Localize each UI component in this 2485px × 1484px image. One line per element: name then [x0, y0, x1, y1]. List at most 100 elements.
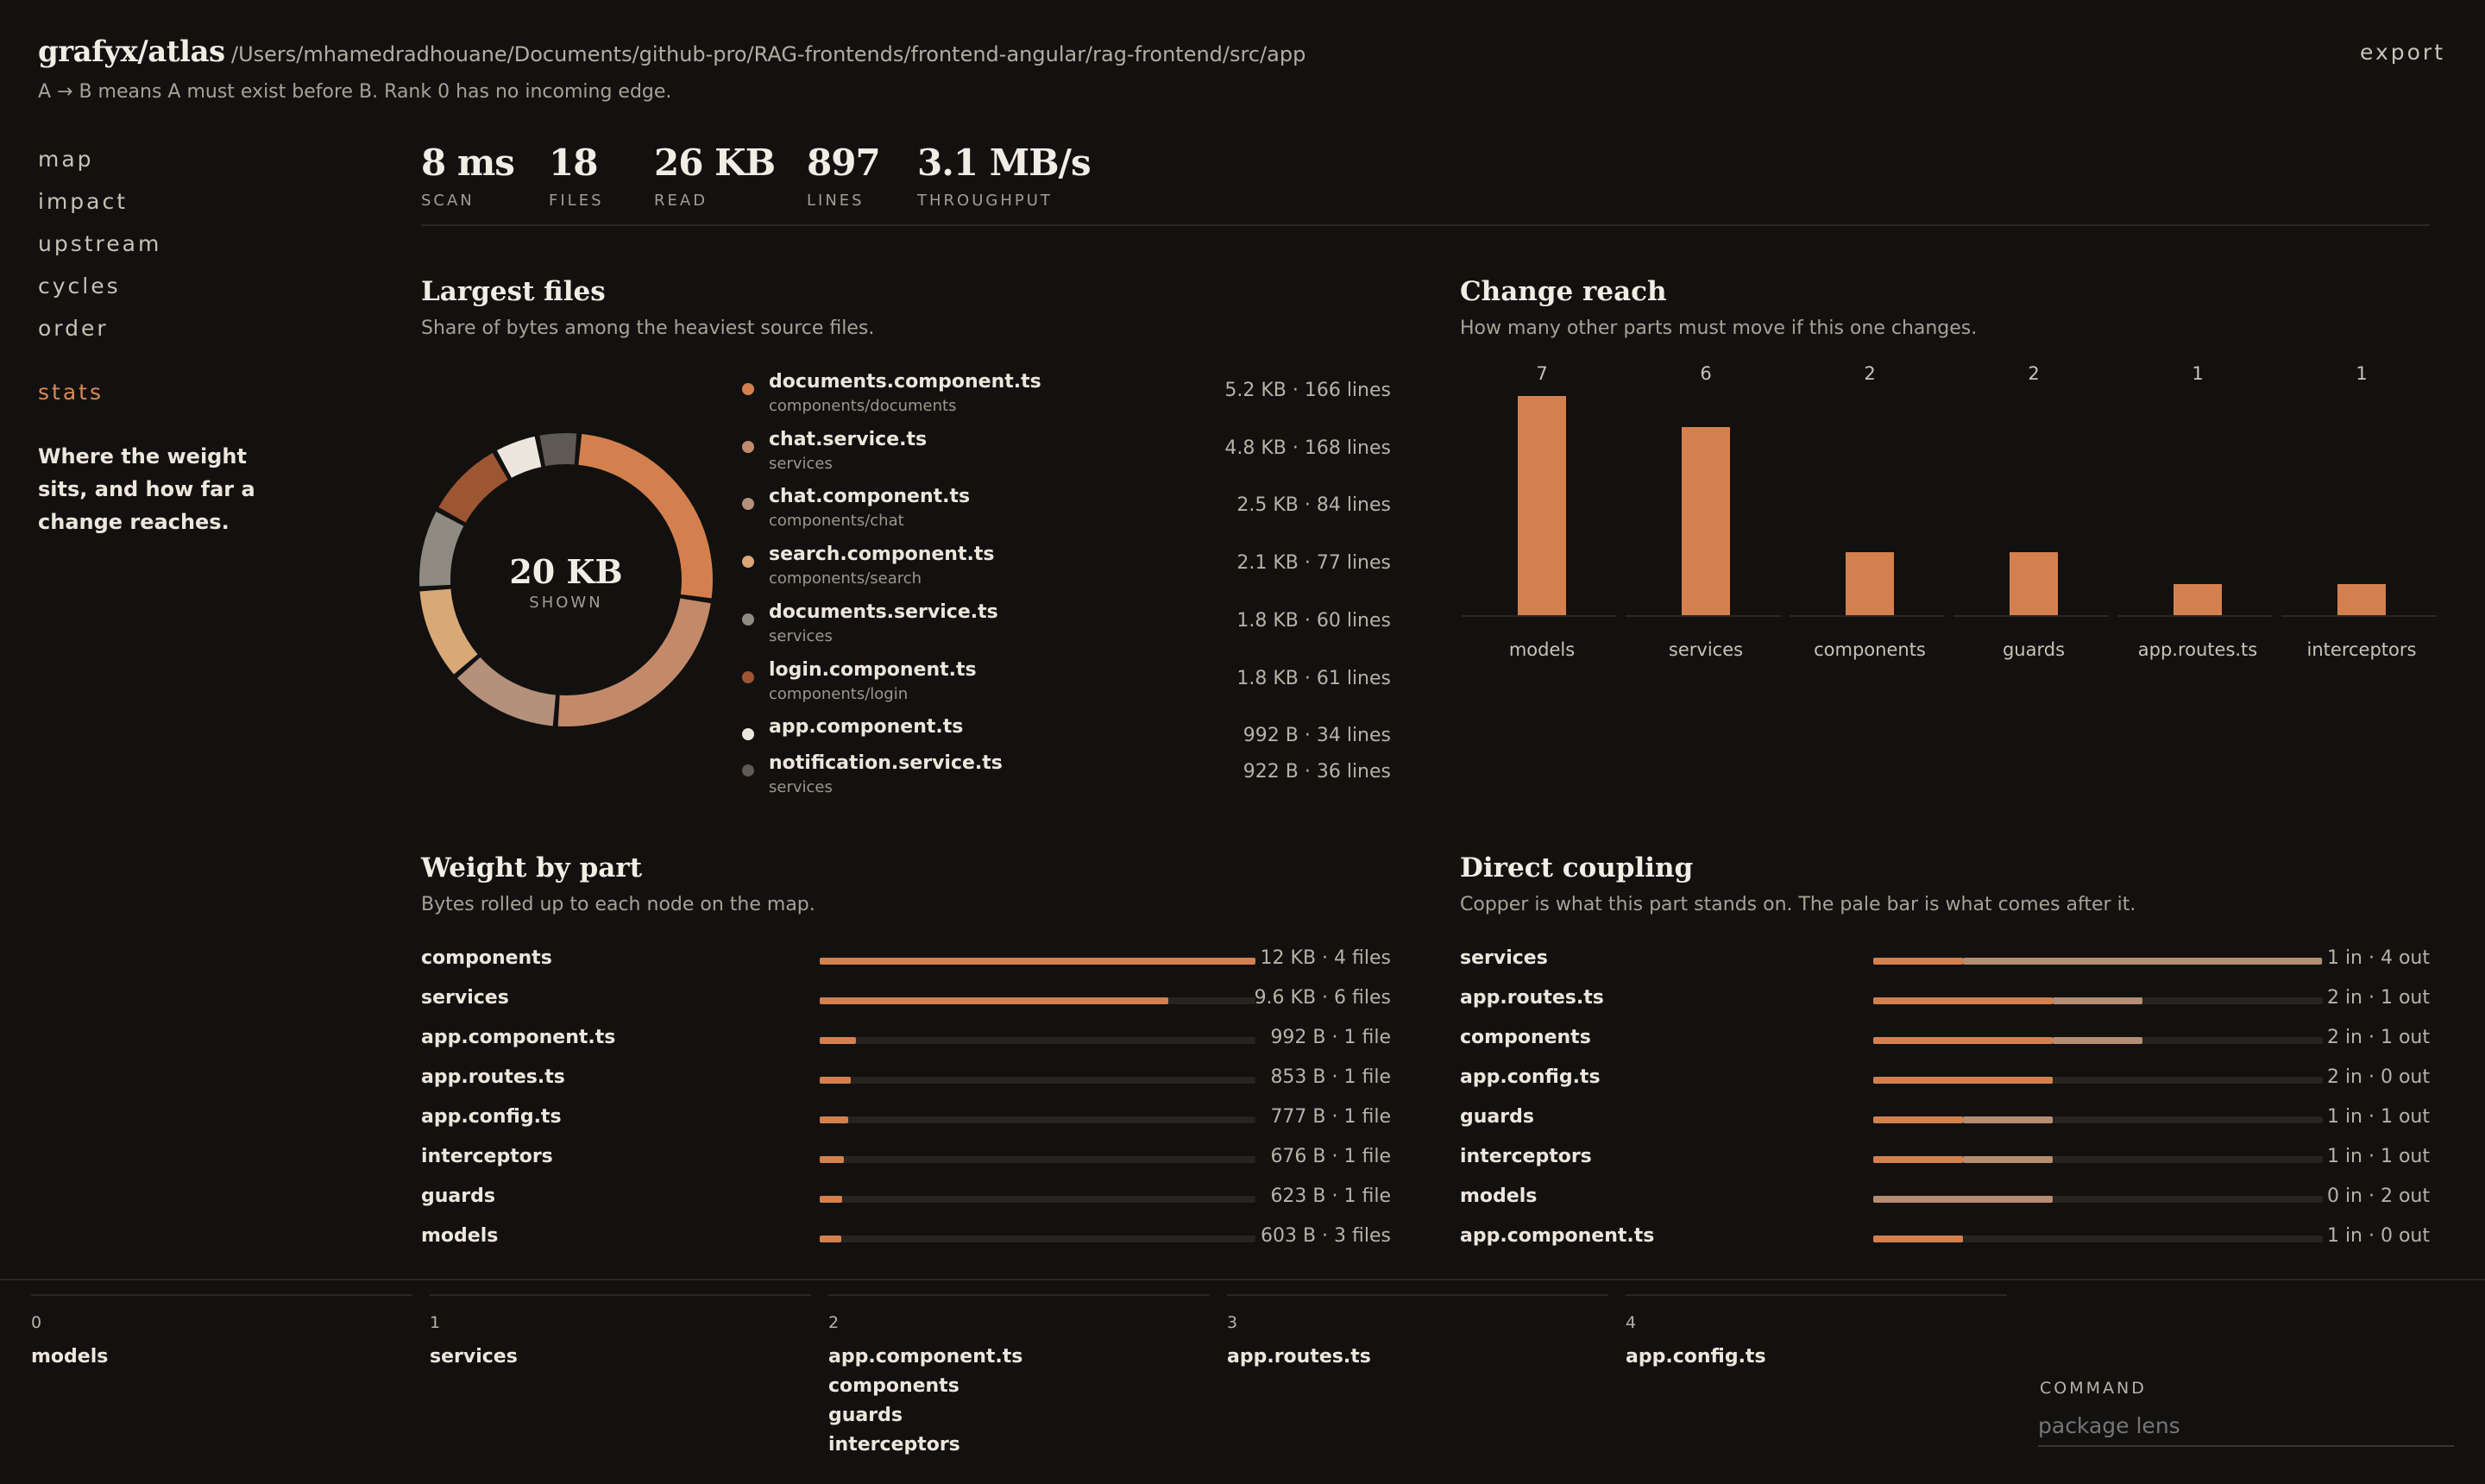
- coupling-out-fill: [1873, 1196, 2053, 1203]
- nav-item-impact[interactable]: impact: [38, 189, 129, 214]
- reach-category-label: guards: [2002, 639, 2066, 660]
- donut-slice[interactable]: [578, 433, 713, 599]
- reach-baseline: [1953, 615, 2109, 617]
- nav-item-cycles[interactable]: cycles: [38, 274, 121, 299]
- weight-by-part-title: Weight by part: [421, 852, 643, 883]
- coupling-in-fill: [1873, 1236, 1963, 1242]
- weight-fill: [820, 1037, 856, 1044]
- largest-files-title: Largest files: [421, 276, 606, 307]
- stat-read-label: READ: [654, 192, 708, 210]
- donut-center-label: SHOWN: [529, 594, 603, 612]
- order-item[interactable]: services: [430, 1346, 518, 1368]
- change-reach-subtitle: How many other parts must move if this o…: [1460, 318, 1978, 339]
- coupling-row-meta: 1 in · 1 out: [2326, 1106, 2430, 1128]
- nav-item-order[interactable]: order: [38, 316, 109, 341]
- legend-file-name: chat.component.ts: [769, 486, 971, 507]
- weight-track: [820, 958, 1255, 965]
- donut-slice[interactable]: [419, 512, 464, 587]
- order-rank-label: 2: [828, 1313, 840, 1332]
- coupling-out-fill: [2053, 997, 2142, 1004]
- order-rank-label: 3: [1227, 1313, 1238, 1332]
- nav-item-upstream[interactable]: upstream: [38, 231, 162, 256]
- coupling-in-fill: [1873, 997, 2053, 1004]
- stat-lines-label: LINES: [807, 192, 865, 210]
- reach-category-label: interceptors: [2306, 639, 2417, 660]
- coupling-track: [1873, 1116, 2323, 1123]
- donut-slice[interactable]: [456, 657, 557, 726]
- weight-fill: [820, 1077, 851, 1084]
- coupling-out-fill: [1963, 958, 2322, 965]
- legend-file-dir: components/search: [769, 569, 922, 588]
- stat-throughput-label: THROUGHPUT: [917, 192, 1053, 210]
- reach-value-label: 1: [2356, 363, 2368, 384]
- legend-file-meta: 992 B · 34 lines: [1242, 725, 1391, 746]
- donut-slice[interactable]: [557, 598, 711, 726]
- order-item[interactable]: app.config.ts: [1626, 1346, 1766, 1368]
- weight-by-part-subtitle: Bytes rolled up to each node on the map.: [421, 894, 815, 915]
- stat-scan-label: SCAN: [421, 192, 475, 210]
- largest-files-subtitle: Share of bytes among the heaviest source…: [421, 318, 875, 339]
- stats-divider: [421, 224, 2430, 226]
- coupling-row-name: guards: [1460, 1106, 1534, 1128]
- stat-lines-value: 897: [807, 141, 881, 184]
- reach-bar[interactable]: [1682, 427, 1730, 615]
- weight-track: [820, 1037, 1255, 1044]
- weight-row-meta: 12 KB · 4 files: [1260, 947, 1391, 969]
- weight-row-meta: 992 B · 1 file: [1270, 1027, 1391, 1048]
- order-item[interactable]: interceptors: [828, 1434, 960, 1456]
- order-column-rule: [430, 1294, 811, 1296]
- legend-dot: [742, 671, 754, 683]
- nav-item-stats[interactable]: stats: [38, 380, 104, 405]
- legend-file-meta: 4.8 KB · 168 lines: [1224, 437, 1391, 459]
- reach-bar[interactable]: [2337, 583, 2386, 615]
- weight-row-name: app.config.ts: [421, 1106, 562, 1128]
- legend-file-dir: services: [769, 627, 833, 645]
- export-button[interactable]: export: [2360, 40, 2445, 65]
- weight-track: [820, 1116, 1255, 1123]
- coupling-track: [1873, 958, 2323, 965]
- reach-value-label: 2: [2028, 363, 2040, 384]
- coupling-track: [1873, 997, 2323, 1004]
- coupling-out-fill: [1963, 1116, 2053, 1123]
- reach-bar[interactable]: [2010, 552, 2058, 615]
- weight-fill: [820, 997, 1168, 1004]
- reach-bar[interactable]: [1518, 396, 1566, 615]
- order-item[interactable]: models: [31, 1346, 109, 1368]
- legend-file-name: app.component.ts: [769, 716, 964, 738]
- weight-fill: [820, 1156, 845, 1163]
- order-item[interactable]: components: [828, 1375, 959, 1397]
- reach-bar[interactable]: [1846, 552, 1894, 615]
- legend-file-name: documents.service.ts: [769, 601, 998, 623]
- donut-slice[interactable]: [438, 452, 509, 524]
- legend-dot: [742, 728, 754, 740]
- donut-slice[interactable]: [419, 588, 478, 675]
- weight-track: [820, 1236, 1255, 1242]
- donut-slice[interactable]: [496, 436, 542, 479]
- command-input[interactable]: [2038, 1413, 2454, 1447]
- coupling-row-meta: 2 in · 1 out: [2326, 1027, 2430, 1048]
- weight-row-meta: 853 B · 1 file: [1270, 1066, 1391, 1088]
- nav-item-map[interactable]: map: [38, 147, 94, 172]
- legend-dot: [742, 556, 754, 568]
- coupling-row-name: app.config.ts: [1460, 1066, 1601, 1088]
- order-rank-label: 0: [31, 1313, 42, 1332]
- coupling-row-name: models: [1460, 1185, 1538, 1207]
- reach-value-label: 7: [1536, 363, 1548, 384]
- weight-track: [820, 997, 1255, 1004]
- stat-files-label: FILES: [549, 192, 604, 210]
- order-column-rule: [31, 1294, 412, 1296]
- order-item[interactable]: guards: [828, 1405, 903, 1426]
- order-rank-label: 1: [430, 1313, 441, 1332]
- legend-file-dir: components/documents: [769, 397, 957, 415]
- weight-row-name: models: [421, 1225, 499, 1247]
- legend-file-meta: 922 B · 36 lines: [1242, 761, 1391, 783]
- weight-row-meta: 9.6 KB · 6 files: [1254, 987, 1391, 1009]
- donut-slice[interactable]: [539, 433, 577, 467]
- donut-center-value: 20 KB: [509, 552, 623, 591]
- legend-file-name: notification.service.ts: [769, 752, 1003, 774]
- legend-dot: [742, 383, 754, 395]
- weight-row-meta: 676 B · 1 file: [1270, 1146, 1391, 1167]
- reach-bar[interactable]: [2174, 583, 2222, 615]
- order-item[interactable]: app.component.ts: [828, 1346, 1023, 1368]
- order-item[interactable]: app.routes.ts: [1227, 1346, 1371, 1368]
